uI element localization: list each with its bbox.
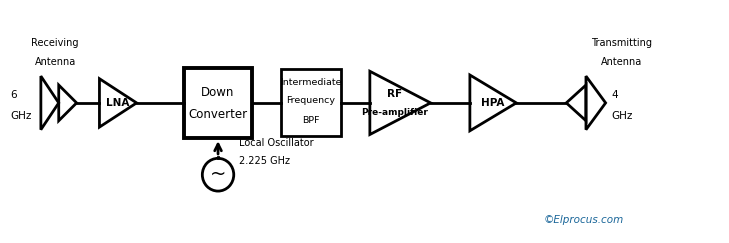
Text: 4: 4 (612, 90, 618, 100)
Bar (281, 69, 341, 136)
Text: Down: Down (201, 86, 235, 99)
Text: HPA: HPA (481, 98, 504, 108)
Text: RF: RF (387, 89, 402, 99)
Text: GHz: GHz (612, 111, 633, 121)
Text: 6: 6 (10, 90, 17, 100)
Text: Pre-amplifier: Pre-amplifier (361, 108, 428, 117)
Text: Frequency: Frequency (286, 96, 335, 105)
Text: Transmitting: Transmitting (591, 38, 652, 48)
Text: GHz: GHz (10, 111, 31, 121)
Text: BPF: BPF (302, 116, 320, 125)
Text: ©Elprocus.com: ©Elprocus.com (543, 215, 623, 225)
Text: ~: ~ (210, 165, 226, 184)
Text: Antenna: Antenna (601, 57, 642, 67)
Text: Receiving: Receiving (31, 38, 79, 48)
Text: Antenna: Antenna (34, 57, 76, 67)
Text: Converter: Converter (189, 108, 248, 121)
Text: 2.225 GHz: 2.225 GHz (239, 156, 290, 165)
Text: Intermediate: Intermediate (280, 78, 342, 87)
Text: LNA: LNA (106, 98, 130, 108)
Bar (184, 68, 252, 138)
Text: Local Oscillator: Local Oscillator (239, 139, 314, 148)
